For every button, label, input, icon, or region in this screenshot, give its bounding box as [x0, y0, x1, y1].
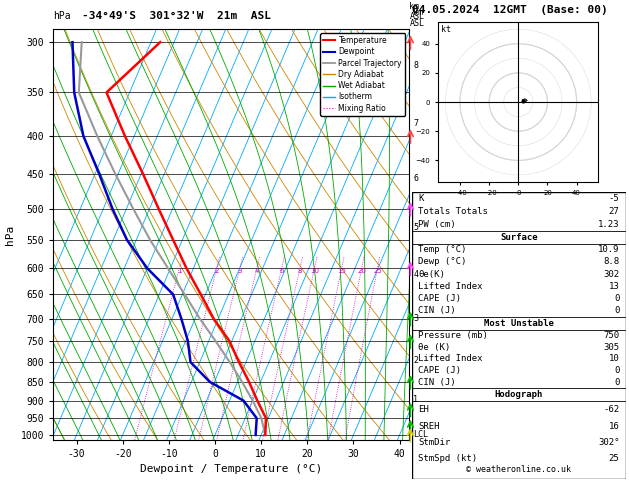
Text: 16: 16 [609, 421, 620, 431]
Text: -62: -62 [603, 405, 620, 414]
Text: 4: 4 [255, 268, 259, 274]
Text: Totals Totals: Totals Totals [418, 207, 488, 216]
Text: km
ASL: km ASL [409, 2, 425, 21]
Text: 25: 25 [609, 454, 620, 464]
Text: 305: 305 [603, 343, 620, 352]
Text: 25: 25 [373, 268, 382, 274]
Text: LCL: LCL [413, 431, 428, 439]
Text: CAPE (J): CAPE (J) [418, 366, 462, 375]
Text: kt: kt [441, 25, 451, 34]
Text: EH: EH [418, 405, 429, 414]
Text: 8: 8 [298, 268, 302, 274]
Text: Dewp (°C): Dewp (°C) [418, 258, 467, 266]
Text: 15: 15 [337, 268, 346, 274]
Text: 0: 0 [614, 378, 620, 387]
Text: Most Unstable: Most Unstable [484, 319, 554, 328]
Text: CAPE (J): CAPE (J) [418, 294, 462, 303]
Text: 0: 0 [614, 366, 620, 375]
Text: 750: 750 [603, 331, 620, 340]
Text: 2: 2 [214, 268, 219, 274]
Text: θe(K): θe(K) [418, 270, 445, 278]
Text: StmSpd (kt): StmSpd (kt) [418, 454, 477, 464]
Text: 10: 10 [310, 268, 319, 274]
Text: CIN (J): CIN (J) [418, 306, 456, 315]
Text: hPa: hPa [53, 11, 71, 21]
Text: 302°: 302° [598, 438, 620, 447]
Text: 1.23: 1.23 [598, 220, 620, 229]
Text: © weatheronline.co.uk: © weatheronline.co.uk [467, 466, 571, 474]
Y-axis label: hPa: hPa [6, 225, 15, 244]
Text: 6: 6 [279, 268, 284, 274]
Text: 1: 1 [177, 268, 182, 274]
Text: 2: 2 [413, 356, 418, 364]
Text: 8.8: 8.8 [603, 258, 620, 266]
X-axis label: Dewpoint / Temperature (°C): Dewpoint / Temperature (°C) [140, 465, 322, 474]
Text: 0: 0 [614, 294, 620, 303]
Text: 27: 27 [609, 207, 620, 216]
Text: km
ASL: km ASL [410, 8, 425, 28]
Text: 04.05.2024  12GMT  (Base: 00): 04.05.2024 12GMT (Base: 00) [412, 4, 608, 15]
Text: 3: 3 [413, 314, 418, 323]
Text: Lifted Index: Lifted Index [418, 354, 483, 364]
Text: 7: 7 [413, 119, 418, 128]
Text: 5: 5 [413, 224, 418, 232]
Text: Surface: Surface [500, 233, 538, 242]
Text: 3: 3 [238, 268, 242, 274]
Text: StmDir: StmDir [418, 438, 450, 447]
Text: -5: -5 [609, 194, 620, 203]
Text: Pressure (mb): Pressure (mb) [418, 331, 488, 340]
Text: 302: 302 [603, 270, 620, 278]
Text: 13: 13 [609, 282, 620, 291]
Text: PW (cm): PW (cm) [418, 220, 456, 229]
Text: K: K [418, 194, 424, 203]
Text: 20: 20 [357, 268, 366, 274]
Text: Lifted Index: Lifted Index [418, 282, 483, 291]
Text: θe (K): θe (K) [418, 343, 450, 352]
Text: CIN (J): CIN (J) [418, 378, 456, 387]
Text: Hodograph: Hodograph [495, 390, 543, 399]
Text: 4: 4 [413, 270, 418, 279]
Text: SREH: SREH [418, 421, 440, 431]
Text: -34°49'S  301°32'W  21m  ASL: -34°49'S 301°32'W 21m ASL [82, 11, 270, 21]
Text: 10.9: 10.9 [598, 245, 620, 254]
Text: 10: 10 [609, 354, 620, 364]
Text: 1: 1 [413, 395, 418, 404]
Legend: Temperature, Dewpoint, Parcel Trajectory, Dry Adiabat, Wet Adiabat, Isotherm, Mi: Temperature, Dewpoint, Parcel Trajectory… [320, 33, 405, 116]
Text: 6: 6 [413, 174, 418, 183]
Text: 0: 0 [614, 306, 620, 315]
Text: 8: 8 [413, 61, 418, 70]
Text: Temp (°C): Temp (°C) [418, 245, 467, 254]
